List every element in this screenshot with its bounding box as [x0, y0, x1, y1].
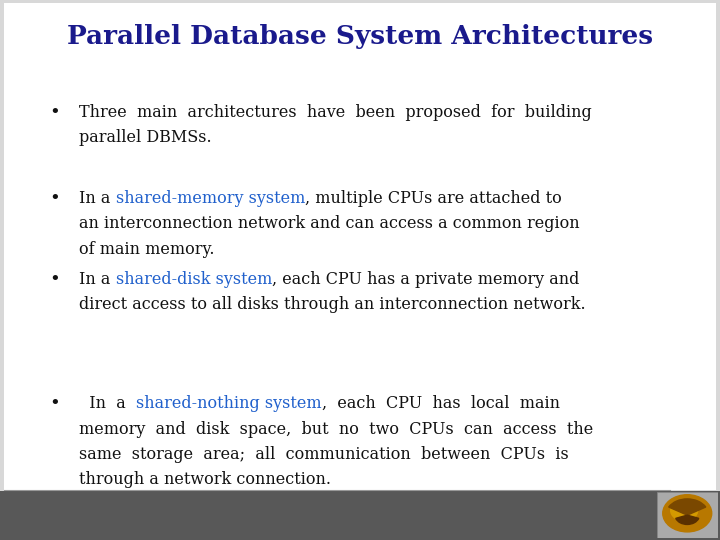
Text: Dr. Mark Llewellyn: Dr. Mark Llewellyn	[504, 508, 637, 521]
Text: Parallel Database System Architectures: Parallel Database System Architectures	[67, 24, 653, 49]
Wedge shape	[669, 499, 706, 515]
Text: Three  main  architectures  have  been  proposed  for  building: Three main architectures have been propo…	[79, 104, 592, 120]
Text: •: •	[49, 271, 60, 289]
Text: In a: In a	[79, 271, 116, 288]
FancyBboxPatch shape	[657, 492, 718, 538]
Circle shape	[662, 495, 712, 532]
Text: •: •	[49, 395, 60, 413]
Wedge shape	[676, 515, 698, 524]
Text: of main memory.: of main memory.	[79, 241, 215, 258]
Text: direct access to all disks through an interconnection network.: direct access to all disks through an in…	[79, 296, 586, 313]
Text: same  storage  area;  all  communication  between  CPUs  is: same storage area; all communication bet…	[79, 446, 569, 463]
Text: shared-memory system: shared-memory system	[116, 190, 305, 207]
Text: , each CPU has a private memory and: , each CPU has a private memory and	[272, 271, 580, 288]
Text: memory  and  disk  space,  but  no  two  CPUs  can  access  the: memory and disk space, but no two CPUs c…	[79, 421, 593, 437]
Text: ,  each  CPU  has  local  main: , each CPU has local main	[322, 395, 560, 412]
Text: In a: In a	[79, 190, 116, 207]
Text: through a network connection.: through a network connection.	[79, 471, 331, 488]
Text: •: •	[49, 104, 60, 122]
Text: an interconnection network and can access a common region: an interconnection network and can acces…	[79, 215, 580, 232]
Text: Page 4: Page 4	[309, 508, 356, 521]
Text: shared-disk system: shared-disk system	[116, 271, 272, 288]
Text: In  a: In a	[79, 395, 136, 412]
Text: parallel DBMSs.: parallel DBMSs.	[79, 129, 212, 146]
Text: , multiple CPUs are attached to: , multiple CPUs are attached to	[305, 190, 562, 207]
Circle shape	[671, 500, 698, 521]
Text: •: •	[49, 190, 60, 208]
Text: COP 4710: Database Systems  (DDBMS): COP 4710: Database Systems (DDBMS)	[13, 508, 294, 521]
Text: shared-nothing system: shared-nothing system	[136, 395, 322, 412]
